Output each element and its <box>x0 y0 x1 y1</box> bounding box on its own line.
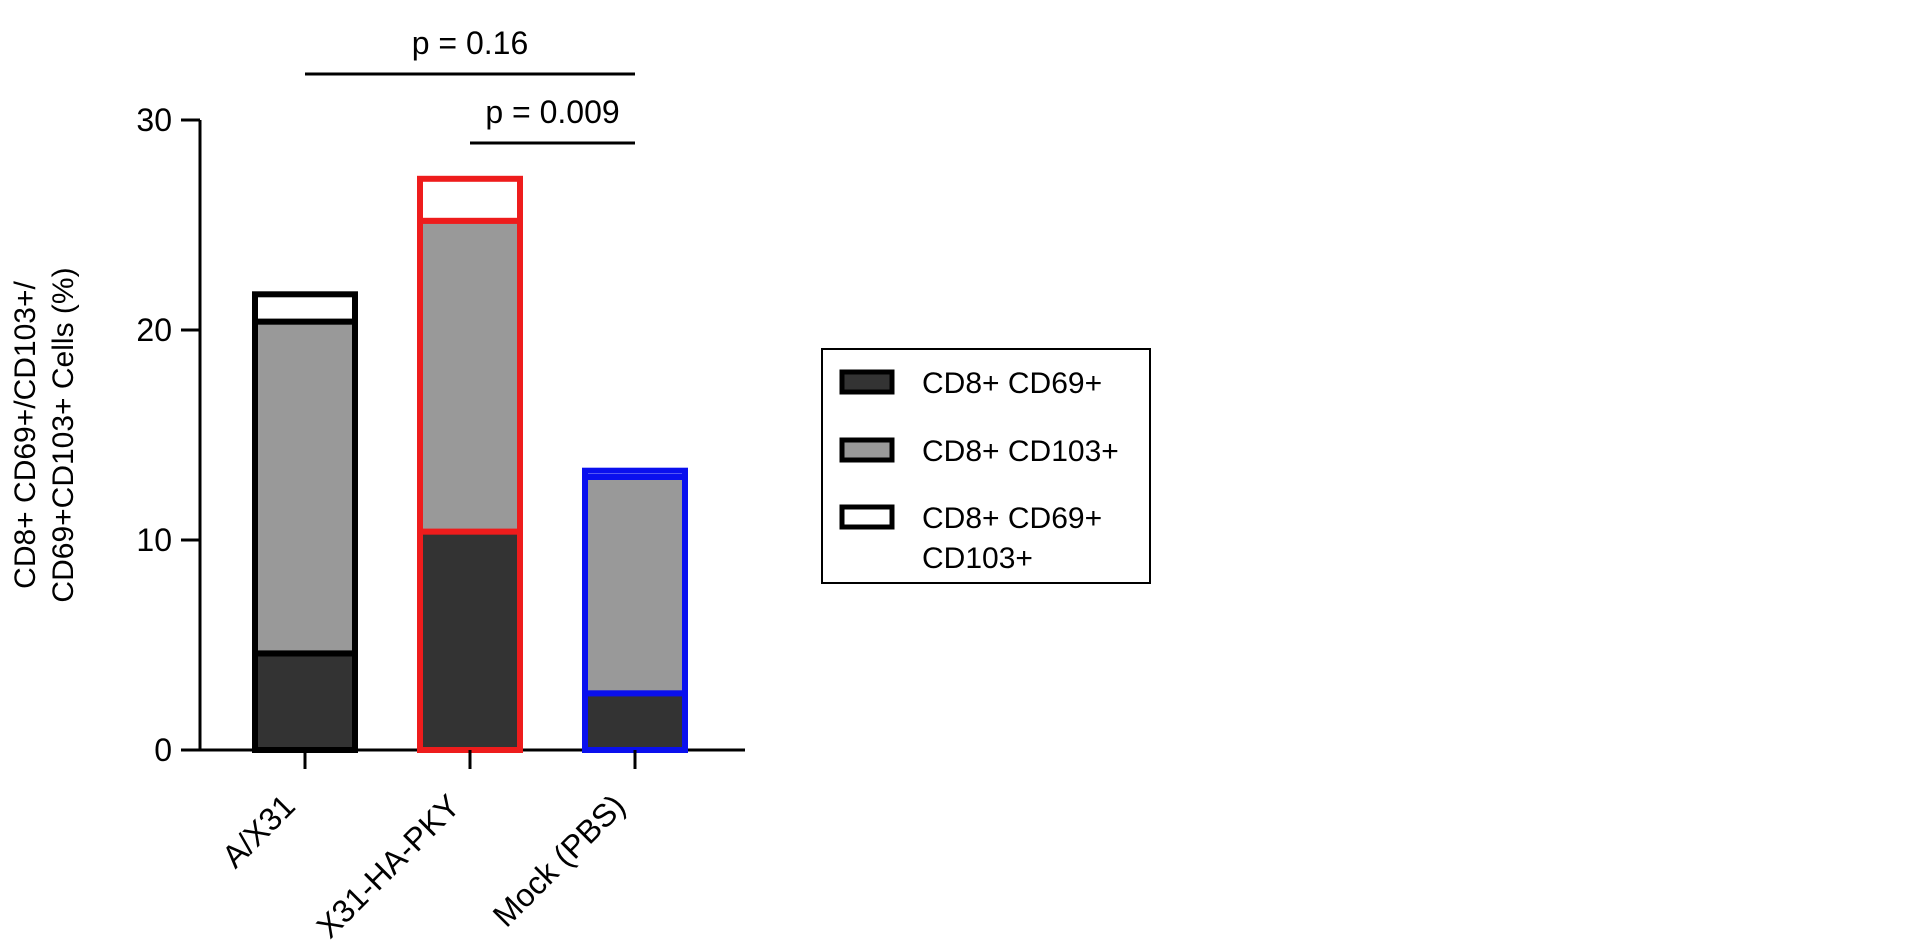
bar-segment <box>252 318 358 657</box>
y-tick-label: 20 <box>136 312 172 348</box>
legend-label-line: CD103+ <box>922 542 1033 575</box>
legend-label-line: CD8+ CD69+ <box>922 502 1102 535</box>
bar-segment <box>252 650 358 754</box>
bar-segment <box>417 175 523 224</box>
x-tick-label: Mock (PBS) <box>486 787 632 933</box>
legend-swatch <box>839 504 895 530</box>
bar-segment <box>582 474 688 697</box>
bar-segment <box>417 528 523 753</box>
plot-area: 0 10 20 30 CD8+ CD69+/CD103+/CD69+CD103+ Cel… <box>9 25 745 943</box>
legend-label-line: CD8+ CD69+ <box>922 367 1102 400</box>
legend-label-line: CD8+ CD103+ <box>922 435 1119 468</box>
y-axis-label-line: CD8+ CD69+/CD103+/ <box>9 281 42 589</box>
y-axis-label: CD8+ CD69+/CD103+/CD69+CD103+ Cells (%) <box>9 267 80 602</box>
y-tick-label: 10 <box>136 522 172 558</box>
legend-label: CD8+ CD69+ CD103+ <box>922 502 1102 575</box>
y-tick-label: 0 <box>154 732 172 768</box>
legend-label: CD8+ CD69+ <box>922 367 1102 400</box>
bar-segment <box>582 690 688 753</box>
legend-label: CD8+ CD103+ <box>922 435 1119 468</box>
y-tick-label: 30 <box>136 102 172 138</box>
x-tick-label: X31-HA-PKY <box>309 787 466 943</box>
bar-segment <box>417 217 523 535</box>
significance-label: p = 0.16 <box>412 25 529 61</box>
y-axis-label-line: CD69+CD103+ Cells (%) <box>47 267 80 602</box>
x-tick-label: A/X31 <box>215 787 302 874</box>
legend: CD8+ CD69+ CD8+ CD103+ CD8+ CD69+ CD103+ <box>821 348 1151 584</box>
legend-swatch <box>839 369 895 395</box>
significance-label: p = 0.009 <box>485 94 619 130</box>
bar-segment <box>582 467 688 481</box>
legend-swatch <box>839 437 895 463</box>
bar-segment <box>252 291 358 325</box>
